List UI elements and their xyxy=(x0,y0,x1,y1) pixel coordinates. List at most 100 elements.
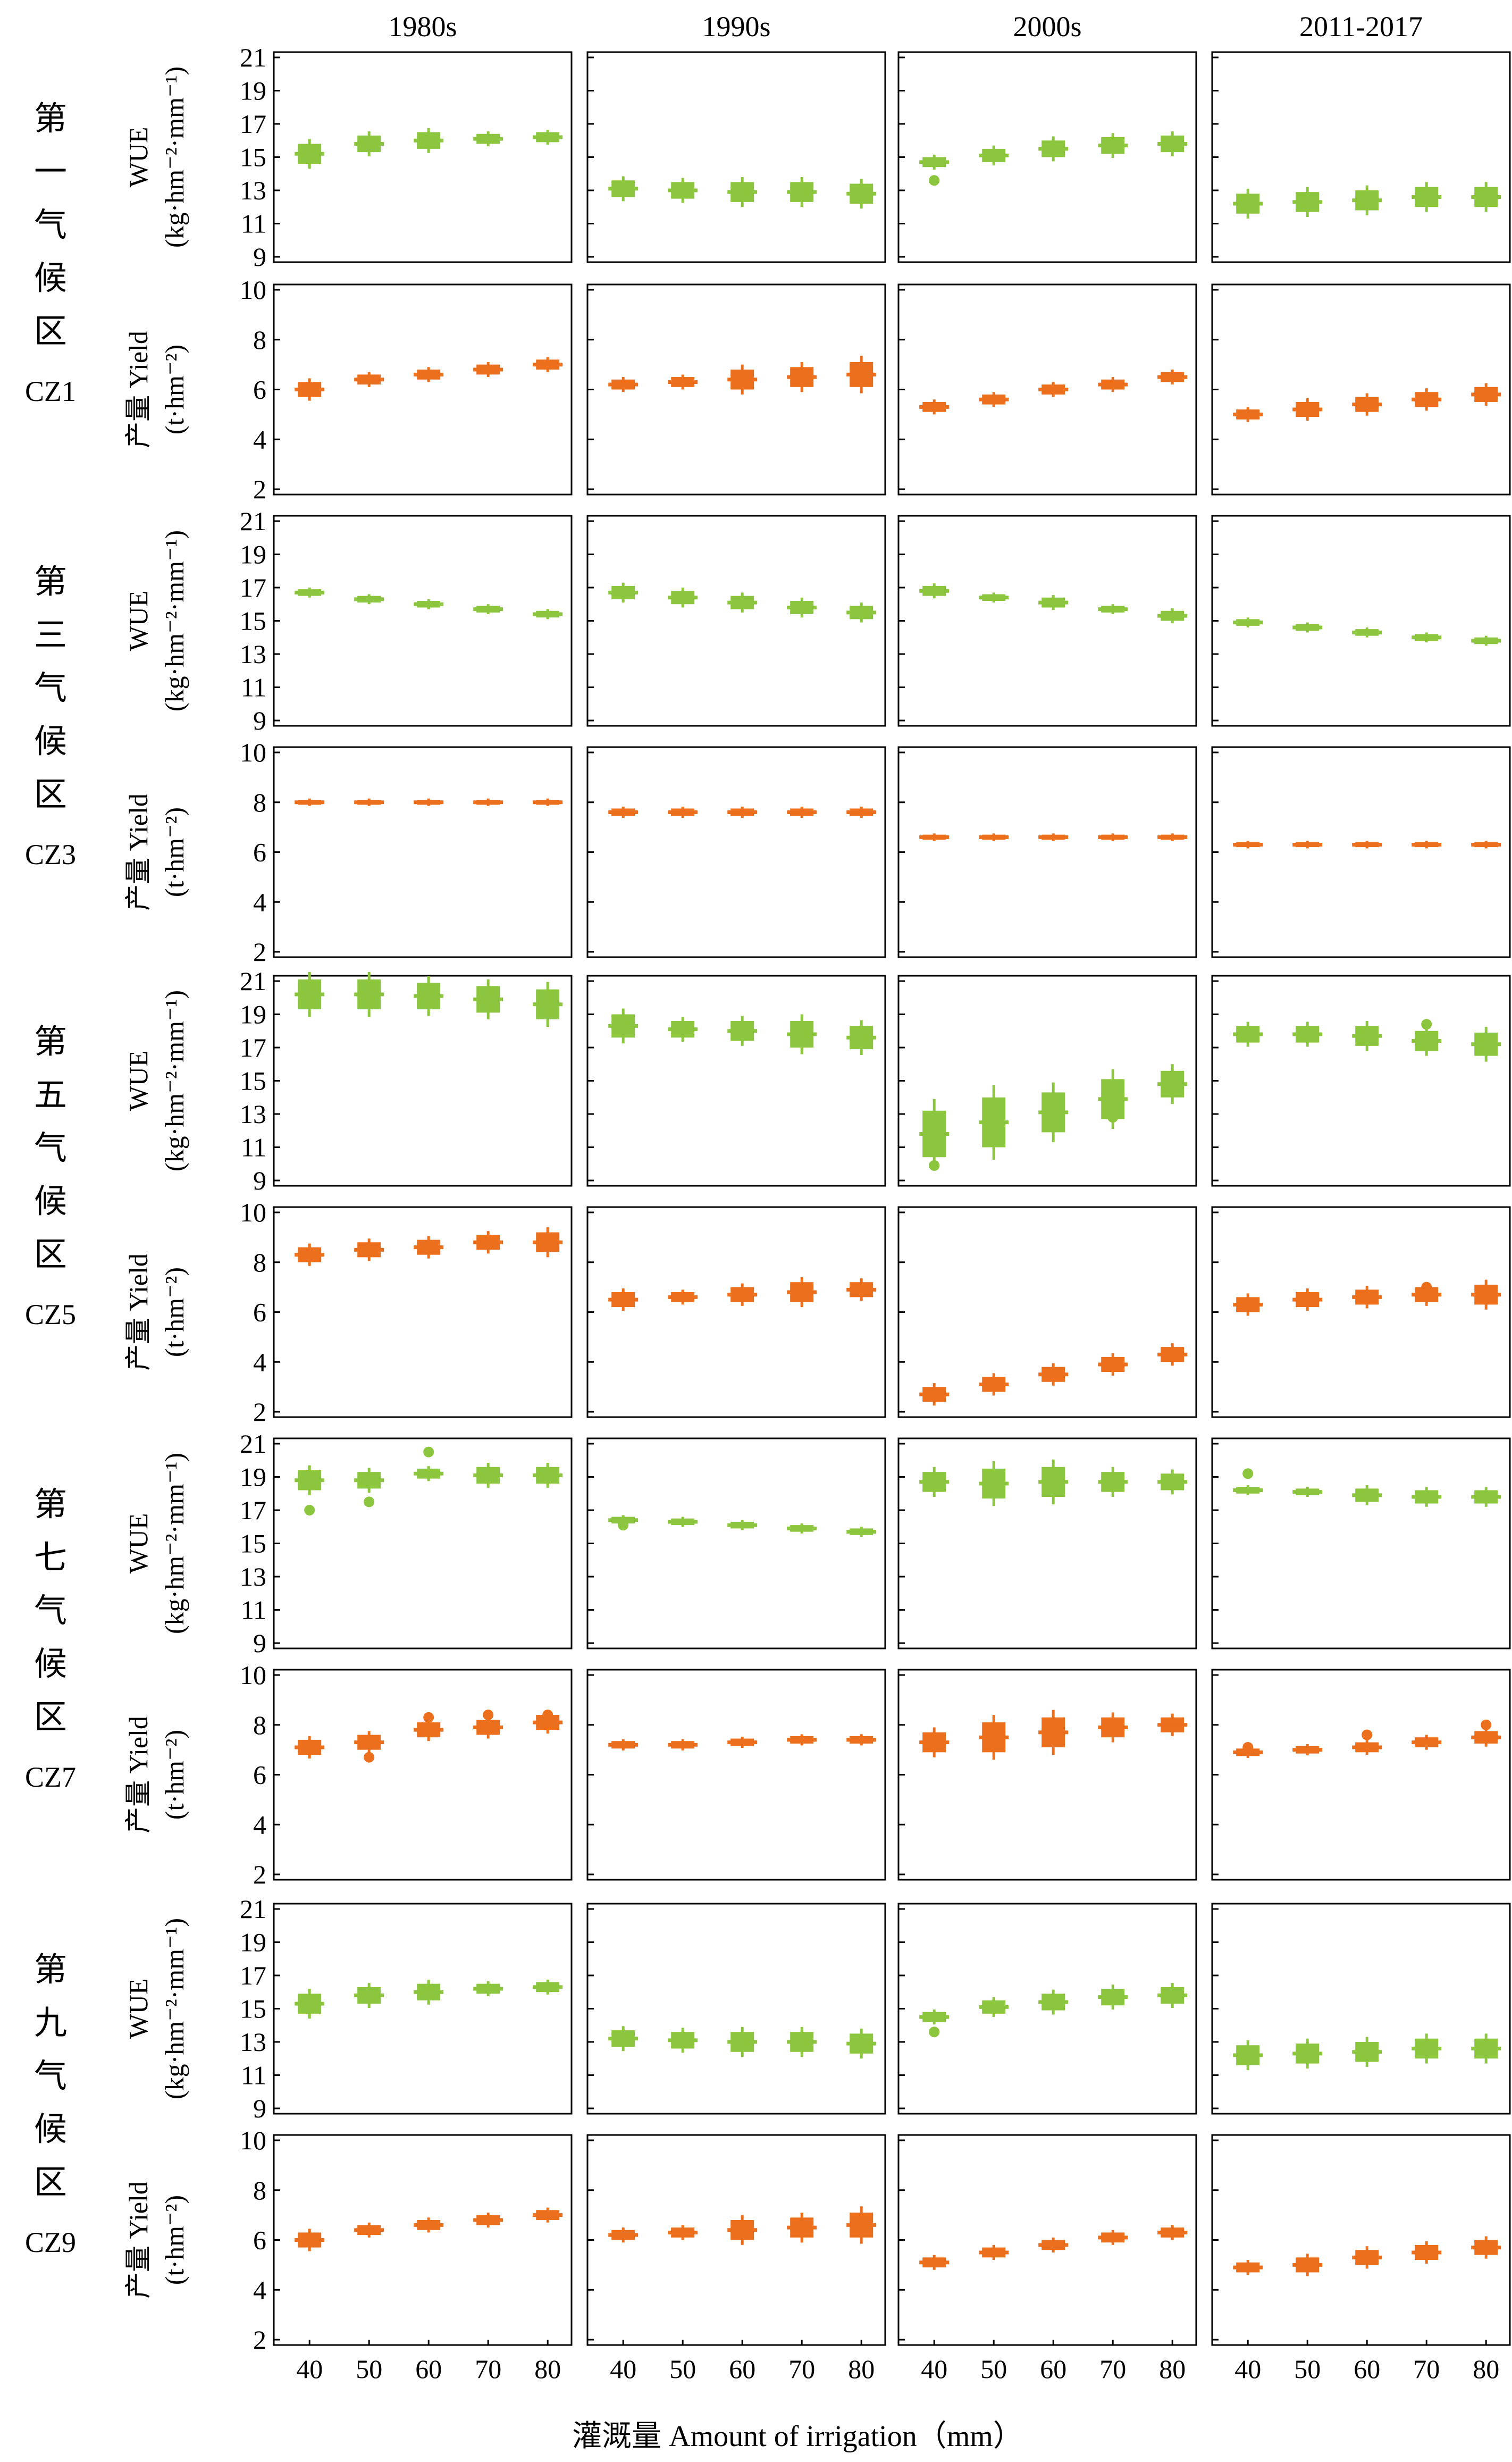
box-40 xyxy=(295,1243,325,1266)
zone-label-char: 第 xyxy=(34,1487,67,1523)
y-axis-title-line2: (kg·hm⁻²·mm⁻¹) xyxy=(159,1918,189,2099)
box-50 xyxy=(668,178,698,203)
y-tick-label: 2 xyxy=(253,2325,266,2355)
zone-label-char: 区 xyxy=(34,314,67,350)
box-60 xyxy=(727,806,758,818)
y-tick-label: 15 xyxy=(240,606,266,636)
box-50 xyxy=(1292,187,1323,217)
zone-label-char: 候 xyxy=(34,1184,67,1220)
panel-CZ9-wue-2000s xyxy=(897,1903,1197,2115)
zone-label-char: 气 xyxy=(34,671,67,707)
box-40 xyxy=(295,1989,325,2019)
box-40 xyxy=(608,1739,639,1751)
y-tick-label: 13 xyxy=(240,1099,266,1129)
box-60 xyxy=(727,2026,758,2057)
box-80 xyxy=(533,2207,563,2223)
box-80 xyxy=(1471,1728,1501,1747)
x-tick-label: 40 xyxy=(921,2354,947,2384)
y-tick-label: 6 xyxy=(253,838,266,867)
x-tick-label: 40 xyxy=(1234,2354,1261,2384)
box-80 xyxy=(1157,131,1188,156)
box-60 xyxy=(727,1520,758,1530)
box-60 xyxy=(1352,1739,1382,1755)
panel-frame xyxy=(586,975,886,1187)
zone-label-char: 第 xyxy=(34,1952,67,1988)
panel-frame xyxy=(586,1206,886,1418)
zone-label-char: 第 xyxy=(34,564,67,600)
y-tick-label: 11 xyxy=(241,209,266,239)
y-tick-label: 19 xyxy=(240,1462,266,1492)
y-tick-label: 15 xyxy=(240,1066,266,1096)
box-40 xyxy=(608,1288,639,1311)
box-70 xyxy=(787,2026,817,2057)
y-tick-label: 2 xyxy=(253,1397,266,1427)
y-tick-label: 9 xyxy=(253,1166,266,1195)
box-80 xyxy=(846,179,877,209)
y-axis-title-line2: (kg·hm⁻²·mm⁻¹) xyxy=(159,1453,189,1634)
y-axis-title-line2: (t·hm⁻²) xyxy=(159,1730,189,1820)
panel-CZ1-yield-1980s: 2 4 6 8 10 xyxy=(240,275,573,504)
box-80 xyxy=(1157,1064,1188,1104)
box-70 xyxy=(1098,833,1128,841)
panel-CZ1-wue-2000s xyxy=(897,51,1197,263)
box-60 xyxy=(1038,833,1069,841)
box-80 xyxy=(1157,833,1188,841)
zone-label-char: 气 xyxy=(34,1593,67,1629)
y-tick-label: 15 xyxy=(240,1529,266,1559)
y-tick-label: 10 xyxy=(240,275,266,305)
box-70 xyxy=(787,1523,817,1534)
box-80 xyxy=(533,129,563,145)
y-axis-title-line2: (kg·hm⁻²·mm⁻¹) xyxy=(159,990,189,1171)
y-axis-title-yield: 产量 Yield (t·hm⁻²) xyxy=(123,2181,189,2299)
box-50 xyxy=(979,392,1009,407)
x-tick-label: 50 xyxy=(669,2354,696,2384)
box-60 xyxy=(727,2215,758,2245)
period-header: 2000s xyxy=(1013,11,1081,43)
y-tick-label: 11 xyxy=(241,673,266,702)
zone-label-char: 九 xyxy=(34,2005,67,2041)
period-header: 1980s xyxy=(388,11,457,43)
zone-label-char: 三 xyxy=(34,617,67,654)
box-80 xyxy=(846,1020,877,1056)
box-60 xyxy=(1352,185,1382,215)
box-40 xyxy=(295,1736,325,1759)
panel-CZ9-wue-1990s xyxy=(586,1903,886,2115)
y-tick-label: 4 xyxy=(253,1810,266,1839)
box-50 xyxy=(354,1468,384,1493)
x-tick-label: 50 xyxy=(980,2354,1007,2384)
box-80 xyxy=(533,1227,563,1258)
panel-frame xyxy=(586,746,886,958)
zone-label-char: 区 xyxy=(34,1699,67,1736)
box-70 xyxy=(1098,1353,1128,1376)
zone-label-char: 气 xyxy=(34,1130,67,1167)
box-50 xyxy=(1292,1487,1323,1497)
box-60 xyxy=(414,2217,444,2233)
box-40 xyxy=(919,1099,950,1169)
box-60 xyxy=(414,367,444,382)
outlier-point xyxy=(1421,1282,1432,1293)
zone-label-char: 第 xyxy=(34,1024,67,1060)
panel-CZ9-yield-2011-2017: 40 50 60 70 80 xyxy=(1211,2134,1511,2384)
y-tick-label: 21 xyxy=(240,966,266,996)
panel-frame xyxy=(586,515,886,727)
y-tick-label: 17 xyxy=(240,1033,266,1062)
y-tick-label: 4 xyxy=(253,2275,266,2305)
box-50 xyxy=(979,592,1009,603)
panel-frame xyxy=(586,1903,886,2115)
panel-CZ5-yield-1980s: 2 4 6 8 10 xyxy=(240,1197,573,1427)
box-60 xyxy=(1038,1989,1069,2015)
y-tick-label: 8 xyxy=(253,788,266,817)
y-tick-label: 8 xyxy=(253,1710,266,1740)
x-tick-label: 50 xyxy=(356,2354,382,2384)
panel-frame xyxy=(586,51,886,263)
box-70 xyxy=(473,1981,503,1997)
box-40 xyxy=(608,176,639,202)
panel-CZ7-yield-2000s xyxy=(897,1669,1197,1881)
box-50 xyxy=(979,145,1009,166)
box-60 xyxy=(414,1236,444,1259)
outlier-point xyxy=(1242,1468,1254,1479)
box-80 xyxy=(1157,608,1188,624)
box-60 xyxy=(414,798,444,806)
